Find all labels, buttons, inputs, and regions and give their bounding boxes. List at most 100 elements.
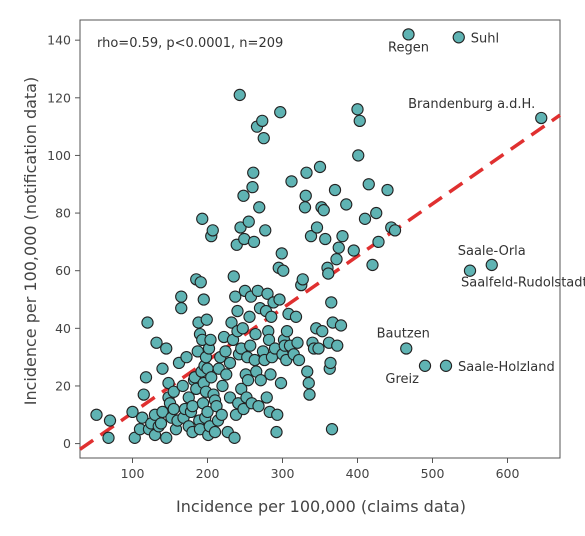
- data-point: [136, 411, 149, 424]
- x-tick-label: 100: [121, 466, 145, 481]
- data-point: [271, 408, 284, 421]
- labeled-data-point: [452, 31, 465, 44]
- data-point: [141, 316, 154, 329]
- labeled-data-point: [463, 264, 477, 277]
- data-point: [167, 402, 180, 416]
- data-point: [220, 368, 233, 381]
- data-point: [334, 319, 348, 332]
- y-tick-label: 80: [55, 206, 71, 221]
- data-point: [325, 296, 338, 309]
- labeled-data-point: [418, 359, 432, 372]
- data-point: [381, 183, 394, 197]
- x-tick-label: 500: [421, 466, 445, 481]
- data-point: [274, 376, 288, 390]
- data-point: [216, 379, 229, 393]
- data-point: [292, 353, 306, 367]
- data-point: [231, 304, 244, 318]
- data-point: [103, 414, 117, 427]
- y-tick-label: 20: [55, 378, 71, 393]
- data-point: [332, 241, 345, 254]
- data-point: [260, 391, 273, 404]
- data-point: [167, 385, 180, 398]
- data-point: [156, 405, 169, 419]
- data-point: [257, 131, 270, 145]
- plot-area: 100 200 300 400 500 600 0 20 40 60 80 100 120 140 Suhl…: [47, 19, 585, 481]
- data-point: [256, 114, 269, 128]
- data-point: [370, 206, 383, 220]
- data-point: [313, 160, 327, 174]
- data-point: [253, 201, 266, 214]
- data-point: [289, 310, 303, 323]
- y-tick-label: 0: [63, 436, 71, 451]
- data-point: [249, 327, 262, 341]
- data-point: [351, 103, 364, 116]
- data-point: [264, 368, 277, 381]
- data-point: [347, 244, 360, 257]
- data-point: [259, 224, 272, 237]
- point-label: Saalfeld-Rudolstadt: [461, 276, 585, 291]
- y-tick-label: 60: [55, 263, 71, 278]
- point-label: Brandenburg a.d.H.: [408, 97, 535, 112]
- data-point: [247, 235, 261, 249]
- data-point: [254, 374, 267, 387]
- x-axis-title: Incidence per 100,000 (claims data): [176, 497, 466, 516]
- labeled-data-point: [400, 342, 413, 355]
- x-tick-label: 600: [496, 466, 520, 481]
- data-point: [280, 325, 294, 338]
- data-point: [206, 224, 219, 237]
- data-point: [366, 258, 379, 272]
- data-point: [328, 183, 342, 197]
- data-point: [180, 350, 193, 364]
- data-point: [137, 388, 150, 401]
- y-axis-title: Incidence per 100,000 (notification data…: [21, 77, 40, 405]
- data-point: [312, 342, 325, 355]
- data-point: [331, 339, 344, 352]
- data-point: [237, 402, 250, 416]
- data-point: [191, 345, 204, 358]
- data-point: [236, 322, 249, 335]
- data-point: [243, 310, 256, 323]
- y-tick-label: 100: [47, 148, 71, 163]
- data-point: [201, 405, 214, 419]
- data-point: [160, 342, 173, 355]
- data-point: [273, 293, 286, 306]
- data-point: [241, 374, 255, 387]
- data-point: [325, 423, 339, 436]
- x-tick-label: 200: [196, 466, 220, 481]
- data-point: [242, 215, 255, 228]
- data-point: [298, 201, 312, 214]
- labeled-data-point: [535, 111, 548, 125]
- data-point: [302, 376, 315, 390]
- data-point: [316, 325, 329, 338]
- chart-annotation: rho=0.59, p<0.0001, n=209: [97, 36, 283, 51]
- point-label: Saale-Orla: [458, 244, 526, 259]
- data-point: [90, 408, 103, 421]
- data-point: [265, 310, 278, 323]
- data-point: [186, 399, 199, 413]
- y-tick-label: 120: [47, 90, 71, 105]
- data-point: [219, 345, 232, 358]
- data-point: [299, 189, 312, 202]
- data-point: [322, 267, 335, 280]
- data-point: [205, 371, 218, 384]
- data-point: [303, 388, 316, 401]
- labeled-data-point: [439, 359, 453, 372]
- regression-line: [78, 113, 562, 451]
- data-point: [139, 371, 153, 384]
- data-point: [237, 189, 250, 202]
- data-point: [234, 221, 247, 234]
- data-point: [270, 425, 283, 439]
- data-point: [262, 333, 276, 347]
- data-point: [227, 270, 240, 283]
- data-point: [204, 333, 217, 347]
- data-point: [358, 212, 372, 225]
- data-point: [310, 221, 324, 234]
- labeled-data-point: [402, 28, 415, 41]
- data-point: [291, 336, 304, 349]
- data-point: [194, 276, 207, 289]
- data-point: [336, 229, 349, 243]
- point-label: Regen: [388, 40, 429, 55]
- data-point: [261, 287, 274, 300]
- data-point: [304, 229, 318, 243]
- data-point: [362, 178, 375, 191]
